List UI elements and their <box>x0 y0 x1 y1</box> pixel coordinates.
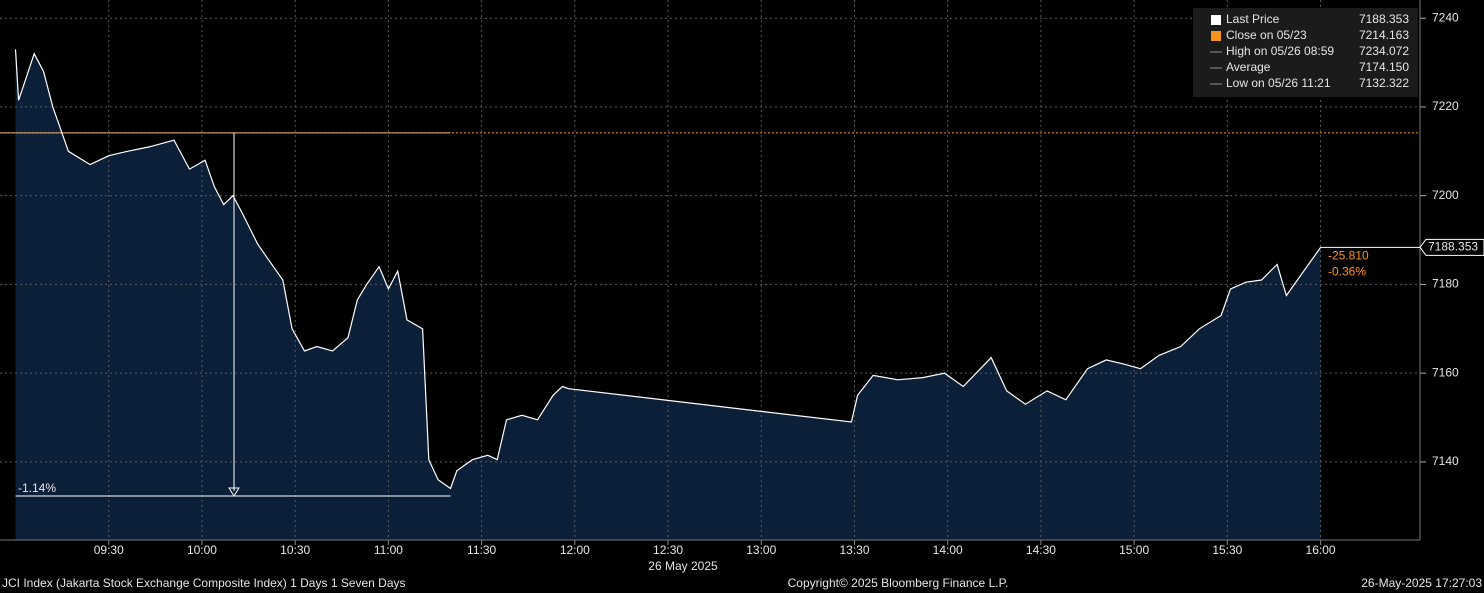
change-pct-label: -0.36% <box>1328 265 1366 279</box>
x-tick-label: 13:00 <box>746 543 776 557</box>
drawdown-label: -1.14% <box>18 481 56 495</box>
legend-label: Average <box>1226 60 1271 74</box>
x-axis-label: 26 May 2025 <box>648 559 718 573</box>
x-tick-label: 16:00 <box>1306 543 1336 557</box>
x-tick-label: 10:00 <box>187 543 217 557</box>
footer-right: 26-May-2025 17:27:03 <box>1361 576 1482 590</box>
arrow-head <box>228 487 240 497</box>
x-tick-label: 14:30 <box>1026 543 1056 557</box>
legend-value: 7214.163 <box>1359 28 1409 42</box>
legend-swatch <box>1211 31 1221 41</box>
x-tick-label: 14:00 <box>933 543 963 557</box>
footer-center: Copyright© 2025 Bloomberg Finance L.P. <box>788 576 1009 590</box>
x-tick-label: 12:30 <box>653 543 683 557</box>
y-tick-label: 7200 <box>1432 188 1459 202</box>
y-tick-label: 7220 <box>1432 99 1459 113</box>
price-line <box>14 49 1322 490</box>
x-tick-label: 10:30 <box>280 543 310 557</box>
legend-label: Last Price <box>1226 12 1280 26</box>
legend: Last Price 7188.353 Close on 05/23 7214.163… <box>1193 8 1418 97</box>
x-tick-label: 11:30 <box>467 543 496 557</box>
y-tick-label: 7180 <box>1432 277 1459 291</box>
x-tick-label: 09:30 <box>94 543 124 557</box>
change-label: -25.810 <box>1328 249 1369 263</box>
y-tick-label: 7160 <box>1432 365 1459 379</box>
y-tick-label: 7240 <box>1432 10 1459 24</box>
legend-value: 7174.150 <box>1359 60 1409 74</box>
legend-label: Low on 05/26 11:21 <box>1226 76 1331 90</box>
legend-label: High on 05/26 08:59 <box>1226 44 1334 58</box>
x-tick-label: 15:00 <box>1119 543 1149 557</box>
legend-value: 7132.322 <box>1359 76 1409 90</box>
x-tick-label: 12:00 <box>560 543 590 557</box>
legend-label: Close on 05/23 <box>1226 28 1307 42</box>
x-tick-label: 11:00 <box>374 543 403 557</box>
y-tick-label: 7140 <box>1432 454 1459 468</box>
area <box>15 49 1321 541</box>
legend-swatch <box>1211 15 1221 25</box>
x-tick-label: 13:30 <box>839 543 869 557</box>
last-price-label: 7188.353 <box>1428 240 1478 254</box>
last-box <box>1419 238 1484 256</box>
legend-box <box>1193 8 1418 97</box>
legend-value: 7188.353 <box>1359 12 1409 26</box>
legend-value: 7234.072 <box>1359 44 1409 58</box>
x-tick-label: 15:30 <box>1212 543 1242 557</box>
footer-left: JCI Index (Jakarta Stock Exchange Compos… <box>2 576 406 590</box>
